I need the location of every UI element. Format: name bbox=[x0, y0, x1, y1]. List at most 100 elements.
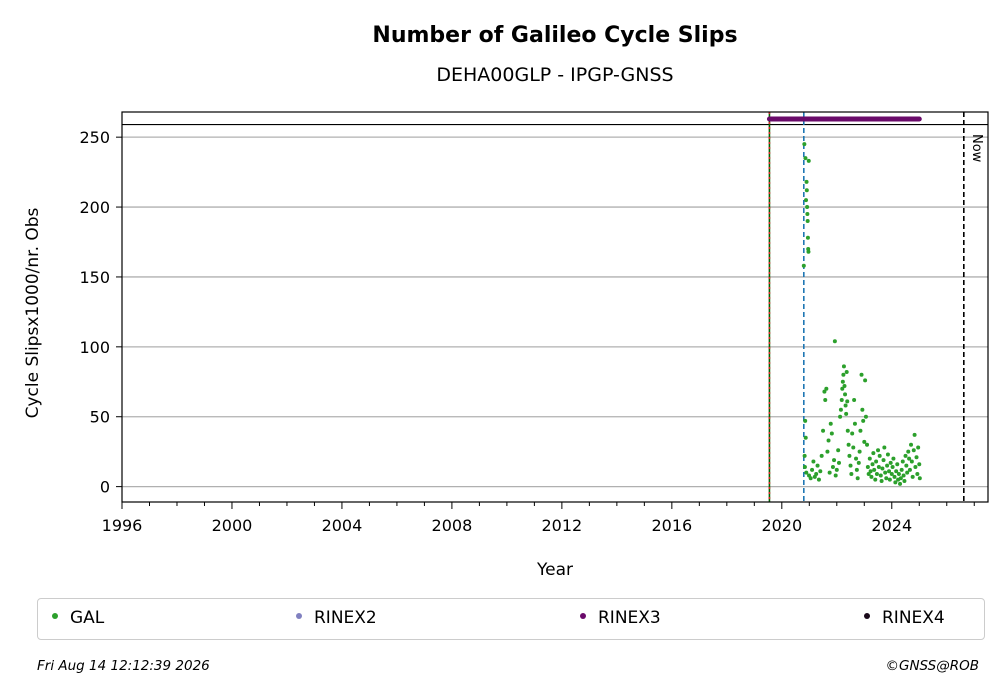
data-point-gal bbox=[832, 458, 837, 463]
data-point-gal bbox=[879, 479, 884, 484]
data-point-gal bbox=[823, 397, 828, 402]
data-point-gal bbox=[840, 379, 845, 384]
data-point-gal bbox=[804, 198, 809, 203]
data-point-gal bbox=[916, 445, 921, 450]
data-point-gal bbox=[843, 392, 848, 397]
x-axis-ticks: 1996 2000 2004 2008 2012 2016 2020 2024 bbox=[102, 502, 975, 535]
data-point-gal bbox=[859, 372, 864, 377]
data-point-gal bbox=[917, 476, 922, 481]
x-tick-label: 2024 bbox=[871, 516, 912, 535]
y-tick-label: 50 bbox=[90, 408, 110, 427]
y-tick-label: 250 bbox=[79, 128, 110, 147]
data-point-gal bbox=[893, 480, 898, 485]
data-point-gal bbox=[872, 467, 877, 472]
data-point-gal bbox=[804, 188, 809, 193]
data-point-gal bbox=[907, 456, 912, 461]
footer-timestamp: Fri Aug 14 12:12:39 2026 bbox=[37, 658, 210, 674]
data-point-gal bbox=[867, 456, 872, 461]
x-tick-label: 1996 bbox=[102, 516, 143, 535]
data-point-gal bbox=[841, 364, 846, 369]
x-tick-label: 2008 bbox=[432, 516, 473, 535]
data-point-gal bbox=[803, 156, 808, 161]
data-point-gal bbox=[849, 472, 854, 477]
data-point-gal bbox=[854, 456, 859, 461]
legend-marker-rinex2 bbox=[296, 613, 302, 619]
data-point-gal bbox=[885, 463, 890, 468]
data-point-gal bbox=[900, 459, 905, 464]
data-point-gal bbox=[805, 219, 810, 224]
data-point-gal bbox=[833, 473, 838, 478]
x-tick-label: 2004 bbox=[322, 516, 363, 535]
data-point-gal bbox=[869, 474, 874, 479]
legend-label-rinex3: RINEX3 bbox=[598, 608, 661, 628]
data-point-gal bbox=[806, 158, 811, 163]
data-point-gal bbox=[827, 470, 832, 475]
data-point-gal bbox=[901, 473, 906, 478]
data-point-gal bbox=[814, 472, 819, 477]
data-point-gal bbox=[839, 397, 844, 402]
data-point-gal bbox=[857, 449, 862, 454]
data-point-gal bbox=[884, 476, 889, 481]
data-point-gal bbox=[898, 481, 903, 486]
data-point-gal bbox=[845, 399, 850, 404]
data-point-gal bbox=[852, 397, 857, 402]
data-point-gal bbox=[860, 407, 865, 412]
x-tick-label: 2000 bbox=[212, 516, 253, 535]
y-tick-label: 200 bbox=[79, 198, 110, 217]
data-point-gal bbox=[912, 432, 917, 437]
legend-marker-rinex3 bbox=[580, 613, 586, 619]
data-point-gal bbox=[863, 378, 868, 383]
data-point-gal bbox=[909, 442, 914, 447]
legend-item-gal: GAL bbox=[52, 608, 104, 628]
legend-marker-gal bbox=[52, 613, 58, 619]
data-point-gal bbox=[906, 449, 911, 454]
data-point-gal bbox=[805, 212, 810, 217]
chart: Number of Galileo Cycle Slips DEHA00GLP … bbox=[23, 23, 989, 580]
data-point-gal bbox=[880, 466, 885, 471]
x-tick-label: 2012 bbox=[542, 516, 583, 535]
data-point-gal bbox=[822, 389, 827, 394]
legend-item-rinex3: RINEX3 bbox=[580, 608, 661, 628]
data-point-gal bbox=[882, 445, 887, 450]
data-point-gal bbox=[805, 205, 810, 210]
data-point-gal bbox=[845, 428, 850, 433]
data-point-gal bbox=[801, 263, 806, 268]
legend-item-rinex2: RINEX2 bbox=[296, 608, 377, 628]
data-point-gal bbox=[898, 476, 903, 481]
data-point-gal bbox=[903, 453, 908, 458]
data-point-gal bbox=[852, 421, 857, 426]
data-point-gal bbox=[821, 428, 826, 433]
data-point-gal bbox=[836, 448, 841, 453]
y-tick-label: 150 bbox=[79, 268, 110, 287]
data-point-gal bbox=[808, 476, 813, 481]
legend: GAL RINEX2 RINEX3 RINEX4 bbox=[37, 598, 985, 640]
legend-item-rinex4: RINEX4 bbox=[864, 608, 945, 628]
data-point-gal bbox=[818, 469, 823, 474]
data-point-gal bbox=[868, 469, 873, 474]
data-point-gal bbox=[847, 453, 852, 458]
data-point-gal bbox=[896, 472, 901, 477]
data-point-gal bbox=[913, 465, 918, 470]
now-label: Now bbox=[969, 134, 984, 163]
data-point-gal bbox=[832, 339, 837, 344]
data-point-gal bbox=[895, 462, 900, 467]
data-point-gal bbox=[834, 467, 839, 472]
data-point-gal bbox=[905, 470, 910, 475]
data-point-gal bbox=[876, 448, 881, 453]
data-point-gal bbox=[840, 386, 845, 391]
data-point-gal bbox=[865, 442, 870, 447]
data-point-gal bbox=[874, 459, 879, 464]
data-point-gal bbox=[843, 403, 848, 408]
data-point-gal bbox=[892, 474, 897, 479]
data-point-gal bbox=[851, 445, 856, 450]
data-point-gal bbox=[828, 421, 833, 426]
data-point-gal bbox=[804, 470, 809, 475]
data-point-gal bbox=[802, 453, 807, 458]
data-point-gal bbox=[830, 465, 835, 470]
data-point-gal bbox=[862, 439, 867, 444]
data-point-gal bbox=[826, 438, 831, 443]
y-axis-ticks: 0 50 100 150 200 250 bbox=[79, 128, 122, 497]
legend-label-rinex4: RINEX4 bbox=[882, 608, 945, 628]
vertical-markers: Now bbox=[768, 112, 984, 502]
data-point-gal bbox=[805, 235, 810, 240]
